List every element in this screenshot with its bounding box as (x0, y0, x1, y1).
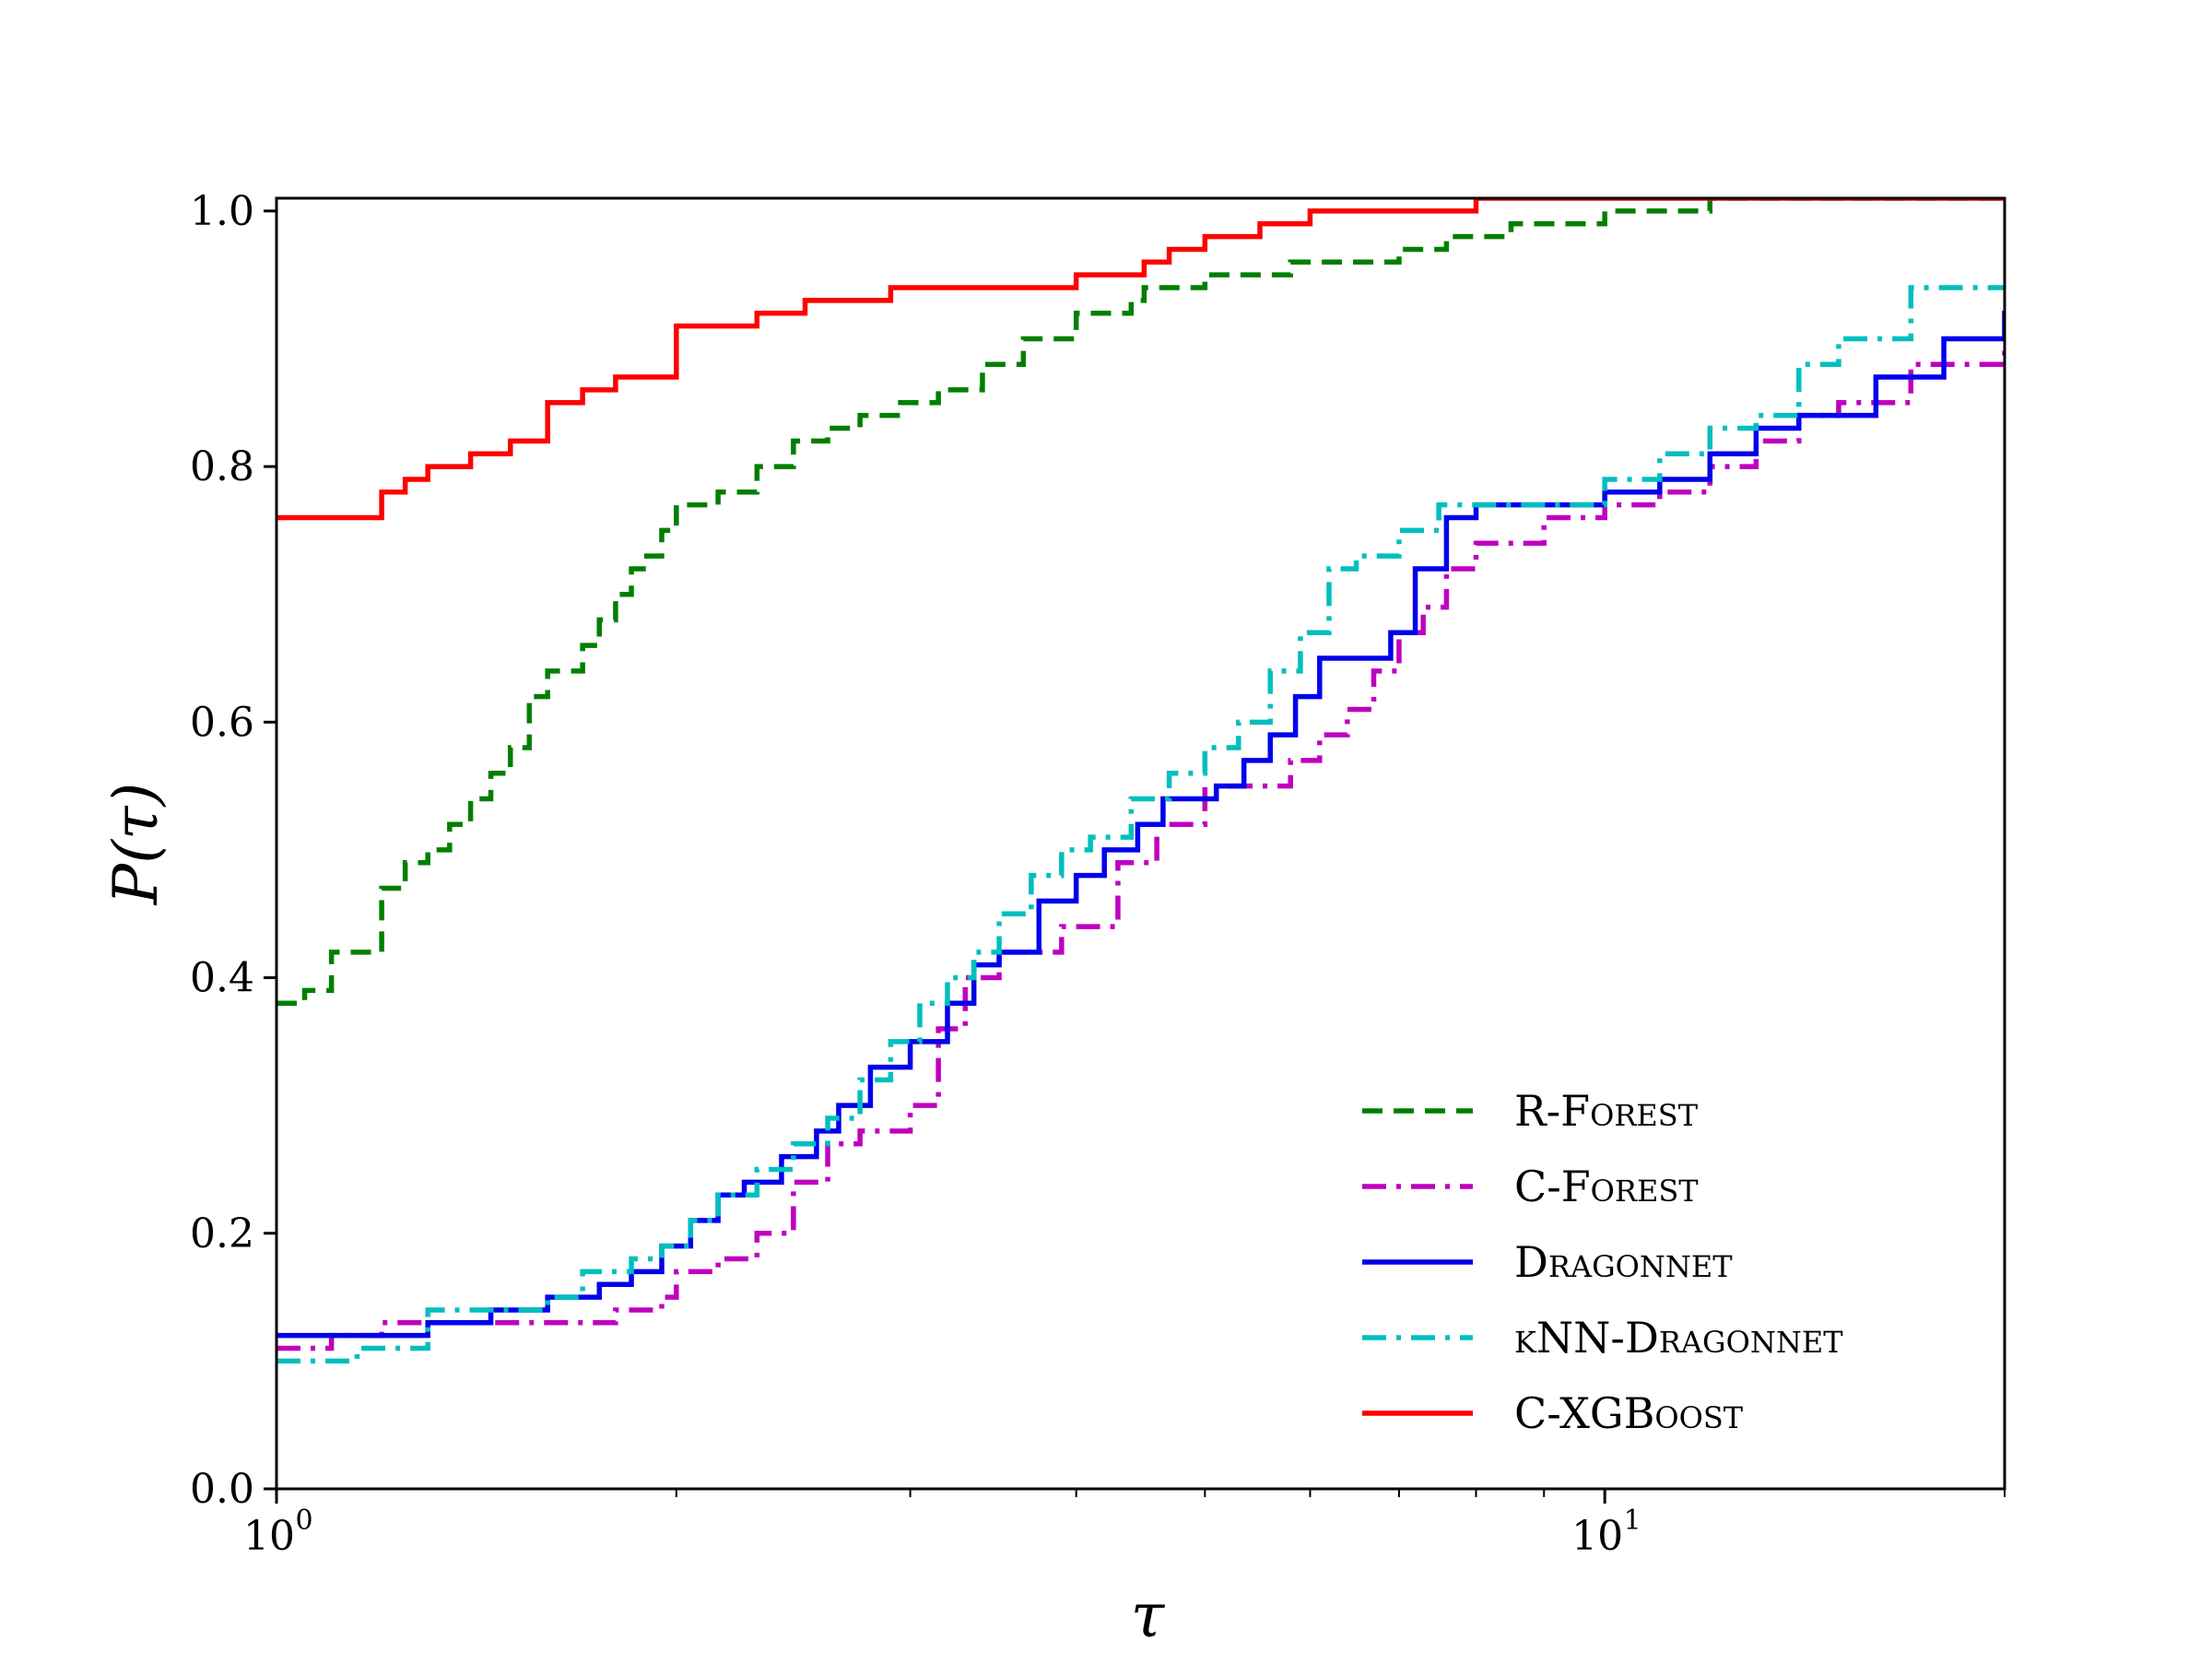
x-tick-exponent: 0 (295, 1505, 312, 1537)
legend-label: C-XGBoost (1514, 1388, 1744, 1438)
legend-label: R-Forest (1514, 1086, 1699, 1136)
legend-label: kNN-Dragonnet (1514, 1313, 1843, 1363)
plot-background (276, 198, 2005, 1489)
y-tick-label: 0.4 (190, 955, 254, 1002)
legend-label: C-Forest (1514, 1162, 1699, 1211)
y-axis-label: P(τ) (100, 783, 171, 905)
plot-frame (275, 196, 2006, 1491)
x-axis-ticks: 10 0 10 1 (243, 1489, 2006, 1560)
y-axis-ticks: 0.0 0.2 0.4 0.6 0.8 1.0 (190, 188, 276, 1513)
series-line-knn-dragonnet (276, 285, 2005, 1364)
x-tick-exponent: 1 (1624, 1505, 1641, 1537)
x-axis-label: τ (1131, 1580, 1166, 1651)
legend: R-Forest C-Forest Dragonnet kNN-Dragonnet C-… (1362, 1086, 1843, 1438)
x-tick-label: 10 (243, 1513, 295, 1560)
y-tick-label: 0.0 (190, 1466, 254, 1513)
series-line-r-forest (276, 198, 2005, 1007)
series-line-c-forest (276, 336, 2005, 1351)
y-tick-label: 0.6 (190, 699, 254, 746)
series-layer (276, 198, 2005, 1364)
series-line-c-xgboost (276, 198, 2005, 521)
legend-label: Dragonnet (1514, 1237, 1733, 1287)
x-tick-label: 10 (1571, 1513, 1623, 1560)
y-tick-label: 0.2 (190, 1210, 254, 1257)
y-tick-label: 1.0 (190, 188, 254, 235)
y-tick-label: 0.8 (190, 443, 254, 490)
